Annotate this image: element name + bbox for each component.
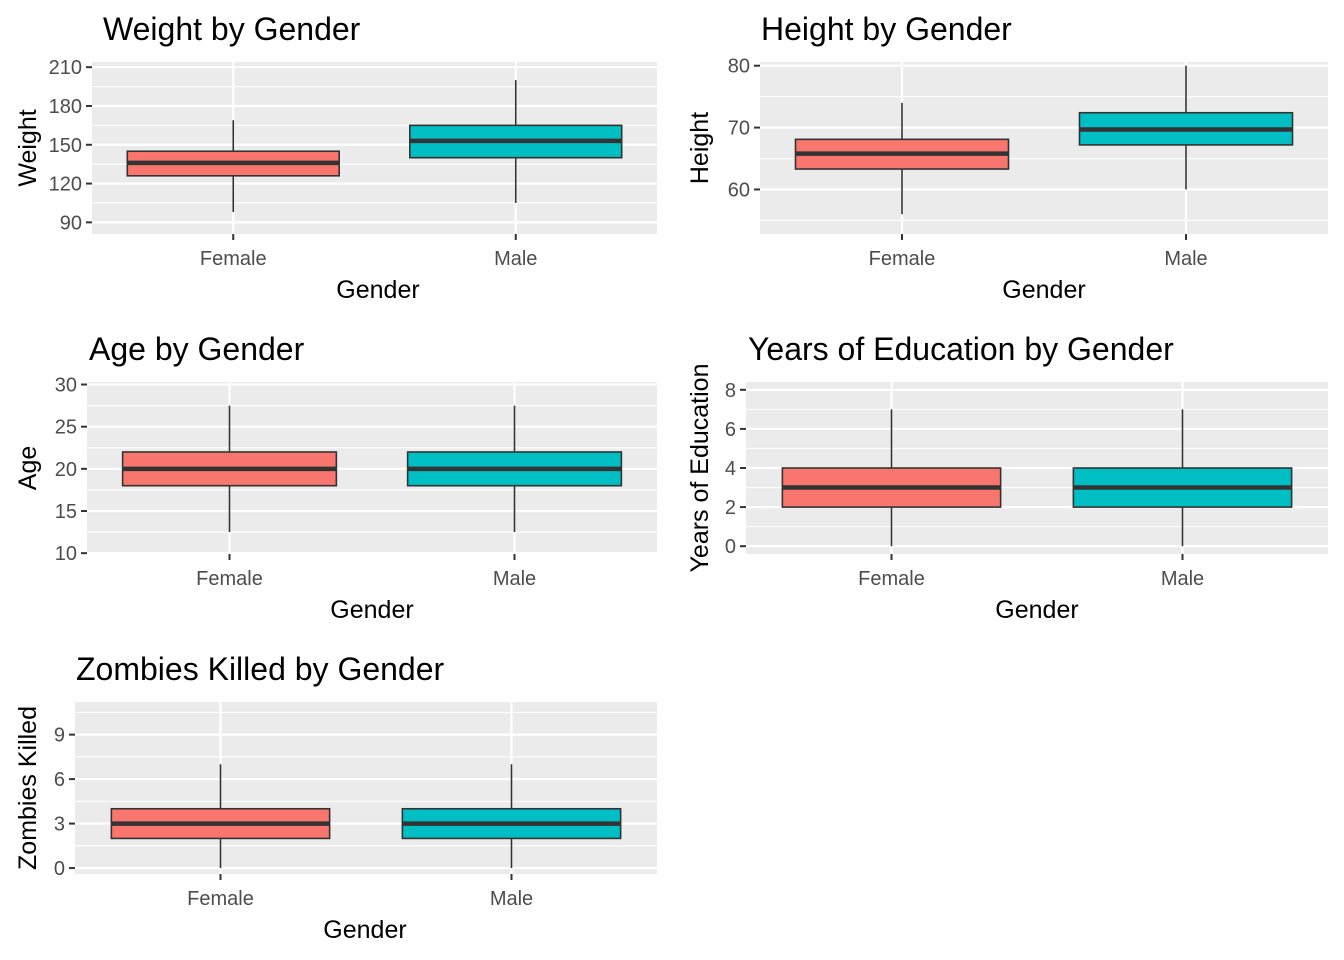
y-axis-title: Zombies Killed [14, 706, 42, 870]
y-axis-title: Years of Education [686, 364, 714, 573]
y-tick-label: 15 [55, 501, 77, 523]
y-tick-label: 20 [55, 459, 77, 481]
y-tick-label: 6 [725, 419, 736, 441]
plot-area: 0 2 4 6 8 Female Male [725, 380, 1328, 590]
y-tick-label: 0 [54, 858, 65, 880]
x-tick-label: Female [187, 888, 254, 910]
y-tick-label: 8 [725, 380, 736, 402]
y-tick-label: 150 [49, 135, 82, 157]
x-tick-label: Male [494, 248, 537, 270]
y-axis-title: Height [686, 112, 714, 184]
x-tick-label: Male [1161, 568, 1204, 590]
x-tick-label: Male [493, 568, 536, 590]
y-tick-label: 6 [54, 769, 65, 791]
y-tick-label: 25 [55, 417, 77, 439]
x-axis-title: Gender [323, 916, 406, 944]
y-tick-label: 10 [55, 543, 77, 565]
years-of-education-by-gender-plot: Years of Education by Gender Years of Ed… [686, 331, 1328, 624]
plot-area: 10 15 20 25 30 Female Male [55, 375, 657, 590]
y-tick-label: 0 [725, 536, 736, 558]
zombies-killed-by-gender-plot: Zombies Killed by Gender Zombies Killed … [14, 651, 657, 944]
y-axis-title: Weight [14, 109, 42, 186]
plot-area: 0 3 6 9 Female Male [54, 702, 657, 910]
x-axis-title: Gender [1002, 276, 1085, 304]
chart-title: Age by Gender [89, 331, 305, 367]
panel-background [75, 702, 657, 874]
y-tick-label: 90 [60, 212, 82, 234]
x-tick-label: Male [490, 888, 533, 910]
y-tick-label: 2 [725, 497, 736, 519]
chart-title: Height by Gender [761, 11, 1012, 47]
y-tick-label: 60 [728, 179, 750, 201]
x-axis-title: Gender [336, 276, 419, 304]
x-axis-title: Gender [995, 596, 1078, 624]
y-axis-title: Age [14, 446, 42, 490]
x-tick-label: Male [1164, 248, 1207, 270]
x-tick-label: Female [869, 248, 936, 270]
y-tick-label: 80 [728, 56, 750, 78]
x-tick-label: Female [858, 568, 925, 590]
age-by-gender-plot: Age by Gender Age Gender 10 15 20 25 30 Femal… [14, 331, 657, 624]
plot-area: 90 120 150 180 210 Female Male [49, 57, 657, 270]
x-axis-title: Gender [330, 596, 413, 624]
y-tick-label: 120 [49, 174, 82, 196]
y-tick-label: 30 [55, 375, 77, 397]
y-tick-label: 210 [49, 57, 82, 79]
y-tick-label: 70 [728, 118, 750, 140]
chart-title: Weight by Gender [103, 11, 361, 47]
weight-by-gender-plot: Weight by Gender Weight Gender 90 120 150 1… [14, 11, 657, 304]
y-tick-label: 4 [725, 458, 736, 480]
height-by-gender-plot: Height by Gender Height Gender 60 70 80 Fem… [686, 11, 1328, 304]
y-tick-label: 9 [54, 725, 65, 747]
y-tick-label: 3 [54, 814, 65, 836]
x-tick-label: Female [196, 568, 263, 590]
y-tick-label: 180 [49, 96, 82, 118]
x-tick-label: Female [200, 248, 267, 270]
plot-area: 60 70 80 Female Male [728, 56, 1328, 270]
chart-title: Zombies Killed by Gender [76, 651, 445, 687]
chart-title: Years of Education by Gender [748, 331, 1174, 367]
